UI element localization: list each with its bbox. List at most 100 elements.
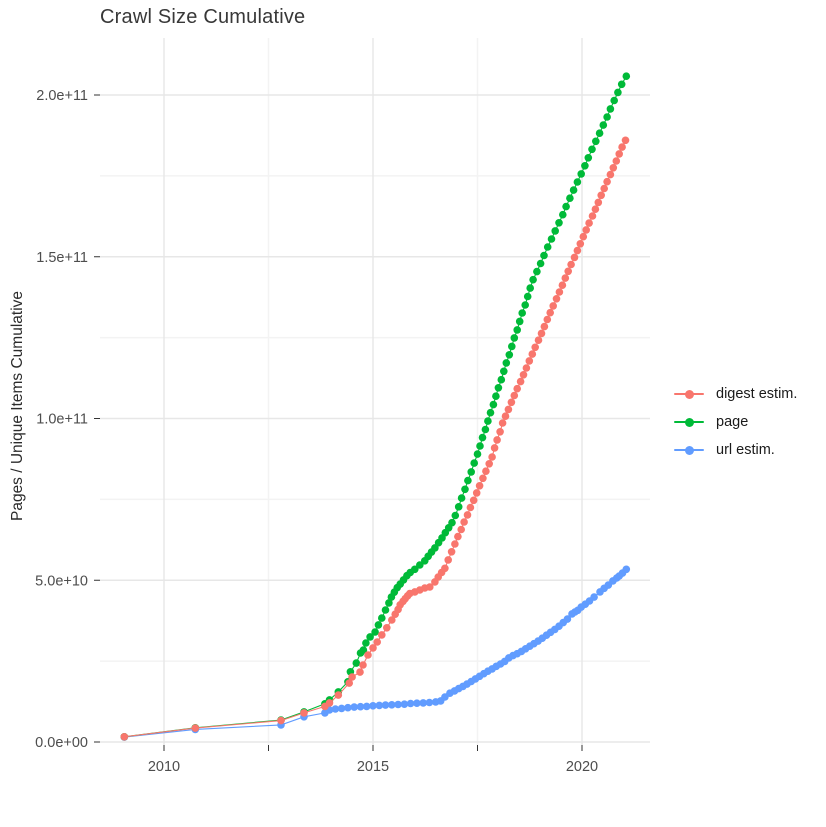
data-point — [606, 170, 615, 179]
data-point — [460, 518, 468, 526]
data-point — [300, 709, 308, 717]
data-point — [549, 302, 557, 310]
data-point — [591, 205, 600, 213]
y-tick-label: 0.0e+00 — [35, 735, 88, 751]
data-point — [615, 150, 623, 158]
data-point — [488, 453, 496, 461]
series-line-url-estim- — [124, 568, 627, 738]
data-point — [345, 679, 354, 687]
data-point — [381, 701, 390, 709]
data-point — [547, 235, 556, 243]
data-point — [394, 700, 402, 709]
data-point — [561, 274, 570, 282]
data-point — [510, 334, 519, 342]
data-point — [476, 442, 484, 450]
data-point — [464, 476, 472, 485]
data-point — [618, 143, 626, 151]
data-point — [447, 548, 456, 556]
data-point — [592, 137, 600, 146]
data-point — [622, 72, 631, 80]
data-point — [614, 88, 622, 97]
data-point — [469, 496, 478, 505]
data-point — [606, 105, 615, 113]
data-point — [564, 267, 572, 276]
data-point — [426, 583, 434, 591]
data-point — [485, 460, 494, 468]
data-point — [378, 631, 386, 639]
data-point — [454, 532, 462, 541]
data-point — [369, 644, 377, 652]
data-point — [540, 251, 548, 260]
data-point — [534, 336, 543, 345]
data-point — [350, 703, 359, 711]
data-point — [543, 315, 552, 324]
data-point — [594, 198, 603, 207]
data-point — [590, 593, 598, 601]
data-point — [523, 292, 532, 301]
data-point — [531, 343, 539, 352]
data-point — [441, 564, 449, 573]
data-point — [378, 614, 386, 622]
data-point — [569, 186, 578, 194]
data-point — [383, 624, 391, 632]
data-point — [344, 703, 352, 712]
x-tick-label: 2020 — [566, 759, 598, 775]
data-point — [490, 444, 499, 452]
data-point — [366, 633, 374, 641]
y-tick-label: 2.0e+11 — [36, 88, 88, 104]
data-point — [369, 702, 377, 710]
data-point — [356, 668, 364, 676]
data-point — [454, 503, 463, 511]
data-point — [501, 412, 510, 421]
data-point — [518, 309, 526, 317]
x-tick-label: 2015 — [357, 759, 389, 775]
data-point — [603, 113, 611, 121]
data-point — [522, 364, 531, 372]
data-point — [470, 459, 479, 467]
data-point — [610, 96, 618, 105]
data-point — [498, 419, 507, 427]
legend-label: digest estim. — [716, 386, 798, 402]
data-point — [513, 326, 521, 334]
data-point — [497, 375, 506, 384]
y-tick-label: 5.0e+10 — [35, 573, 88, 589]
data-point — [519, 371, 528, 379]
data-point — [457, 525, 466, 534]
data-point — [570, 253, 579, 262]
data-point — [364, 651, 372, 659]
data-point — [479, 474, 487, 483]
data-point — [478, 433, 487, 442]
legend: digest estim. page url estim. — [672, 380, 797, 464]
x-tick-label: 2010 — [148, 759, 180, 775]
data-point — [529, 275, 537, 284]
data-point — [411, 565, 419, 574]
y-tick-label: 1.5e+11 — [36, 250, 88, 266]
data-point — [562, 202, 570, 211]
data-point — [356, 702, 365, 711]
data-point — [486, 408, 495, 417]
data-point — [585, 219, 593, 227]
data-point — [334, 691, 343, 699]
data-point — [507, 398, 516, 407]
data-point — [566, 194, 574, 202]
data-point — [502, 359, 511, 367]
data-point — [348, 673, 356, 681]
data-point — [516, 377, 525, 386]
legend-item-page: page — [672, 408, 797, 436]
data-point — [579, 232, 588, 241]
data-point — [277, 716, 285, 725]
data-point — [573, 246, 582, 255]
data-point — [120, 733, 129, 741]
data-point — [621, 136, 630, 145]
data-point — [331, 705, 340, 713]
data-point — [457, 494, 466, 502]
data-point — [381, 606, 390, 614]
data-point — [581, 162, 589, 170]
y-tick-label: 1.0e+11 — [36, 412, 88, 428]
data-point — [559, 210, 567, 219]
data-point — [609, 164, 618, 172]
data-point — [617, 80, 626, 89]
legend-item-url-estim-: url estim. — [672, 436, 797, 464]
legend-key-icon — [672, 442, 706, 458]
